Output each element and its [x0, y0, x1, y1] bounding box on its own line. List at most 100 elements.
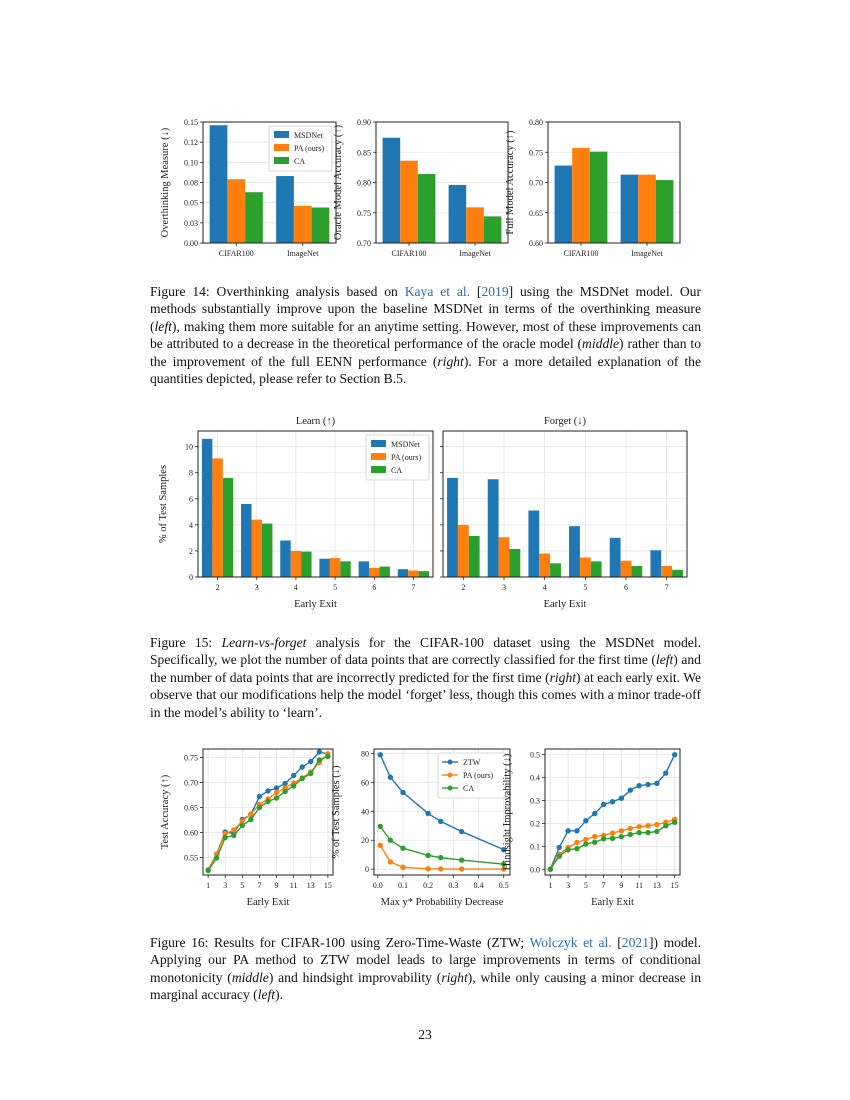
x-tick-label: 4: [294, 583, 298, 592]
x-tick-label: 0.0: [373, 881, 383, 890]
x-tick-label: 7: [602, 881, 606, 890]
series-ca-point: [501, 861, 507, 867]
caption-text: ] using the MSDNet model. Our methods su…: [150, 284, 701, 334]
series-pa-point: [273, 789, 280, 796]
series-ca-point: [425, 852, 431, 859]
bar-pa: [400, 160, 418, 243]
x-tick-label: 3: [566, 881, 570, 890]
x-tick-label: 5: [333, 583, 337, 592]
legend-label: PA (ours): [463, 771, 493, 780]
caption-text: Figure 15:: [150, 635, 222, 650]
series-ztw-point: [290, 772, 297, 779]
x-tick-label: 6: [624, 583, 628, 592]
bar-ca: [589, 151, 608, 243]
caption-text: analysis for the CIFAR-100 dataset using…: [150, 635, 701, 668]
caption-text: left: [257, 987, 276, 1003]
x-tick-label: 3: [502, 583, 506, 592]
series-ca-point: [654, 828, 660, 835]
bar-ca: [418, 571, 430, 577]
y-tick-label: 0.10: [184, 158, 198, 167]
series-ca-point: [438, 854, 444, 861]
series-ztw-point: [636, 782, 642, 789]
series-ztw-point: [609, 798, 616, 805]
y-tick-label: 0.5: [530, 751, 540, 760]
series-ca-point: [400, 845, 406, 851]
y-tick-label: 60: [361, 778, 369, 787]
series-ca-point: [671, 819, 678, 826]
bar-msdnet: [609, 537, 621, 577]
caption-text: ]) model. Applying our PA method to ZTW …: [150, 935, 701, 985]
bar-msdnet: [209, 125, 228, 243]
series-ztw-point: [438, 818, 444, 825]
y-tick-label: 0.70: [529, 179, 543, 188]
x-tick-label: 2: [461, 583, 465, 592]
bar-msdnet: [554, 165, 573, 243]
y-tick-label: 4: [189, 521, 193, 530]
x-axis-label: Early Exit: [294, 599, 337, 610]
bar-ca: [550, 563, 561, 577]
y-tick-label: 0.80: [357, 179, 371, 188]
bar-ca: [379, 566, 390, 577]
x-tick-label: 7: [665, 583, 669, 592]
x-tick-label: 5: [583, 583, 587, 592]
legend-marker: [447, 785, 453, 791]
series-pa-point: [654, 821, 660, 828]
legend-box: [437, 752, 507, 799]
y-tick-label: 0: [189, 573, 193, 582]
x-tick-label: ImageNet: [287, 249, 319, 258]
series-pa-point: [501, 866, 507, 872]
series-ca-point: [265, 798, 271, 805]
series-ztw-point: [501, 846, 507, 853]
bar-pa: [369, 567, 380, 577]
bar-ca: [245, 192, 263, 243]
caption-text: [: [611, 935, 622, 950]
x-tick-label: 11: [290, 881, 298, 890]
caption-text: Learn-vs-forget: [221, 635, 307, 650]
x-tick-label: 9: [275, 881, 279, 890]
bar-pa: [638, 174, 656, 243]
x-tick-label: CIFAR100: [564, 249, 599, 258]
bar-msdnet: [319, 558, 330, 577]
legend-label: CA: [391, 466, 402, 475]
x-tick-label: 15: [671, 881, 679, 890]
axes-frame: [373, 748, 511, 876]
caption-text: ) and hindsight improvability (: [268, 969, 442, 985]
x-tick-label: 4: [543, 583, 547, 592]
series-ca-point: [256, 804, 263, 811]
chart-f16b: 0 20 40 60 80 0.0 0.1 0.2 0.3 0.4 0.5 Max y* Probab…: [331, 748, 511, 908]
y-tick-label: 0.75: [357, 209, 371, 218]
series-pa-point: [609, 830, 616, 836]
legend-swatch: [274, 144, 289, 151]
y-tick-label: 0.70: [357, 239, 371, 248]
citation-link[interactable]: Wolczyk et al.: [529, 935, 612, 950]
axes-frame: [442, 430, 688, 578]
series-ztw-point: [592, 810, 598, 817]
figure-14-caption: Figure 14: Overthinking analysis based o…: [150, 283, 701, 387]
series-ztw-point: [425, 810, 431, 817]
caption-text: ) rather than to the improvement of the …: [150, 336, 701, 369]
bar-msdnet: [528, 510, 540, 577]
series-ztw-point: [645, 781, 651, 788]
citation-link[interactable]: 2019: [481, 284, 509, 299]
bar-msdnet: [447, 477, 458, 577]
y-tick-label: 0.60: [184, 829, 198, 838]
citation-link[interactable]: Kaya et al.: [404, 284, 471, 299]
x-tick-label: ImageNet: [631, 249, 663, 258]
y-tick-label: 0.12: [184, 138, 198, 147]
series-ztw-point: [574, 828, 580, 834]
caption-text: ). For a more detailed explanation of th…: [150, 353, 702, 387]
series-ca-point: [565, 847, 571, 853]
series-ztw-point: [273, 785, 280, 791]
y-tick-label: 0: [365, 865, 369, 874]
bar-pa: [661, 565, 673, 577]
y-tick-label: 8: [189, 469, 193, 478]
series-ca-point: [458, 857, 465, 863]
citation-link[interactable]: 2021: [621, 935, 649, 950]
x-tick-label: 0.3: [448, 881, 458, 890]
series-ztw-point: [282, 780, 288, 787]
series-ca-point: [239, 822, 246, 829]
bar-msdnet: [620, 174, 639, 243]
y-axis-label: Oracle Model Accuracy (↑): [333, 124, 344, 240]
figure-16-caption: Figure 16: Results for CIFAR-100 using Z…: [150, 934, 701, 1004]
